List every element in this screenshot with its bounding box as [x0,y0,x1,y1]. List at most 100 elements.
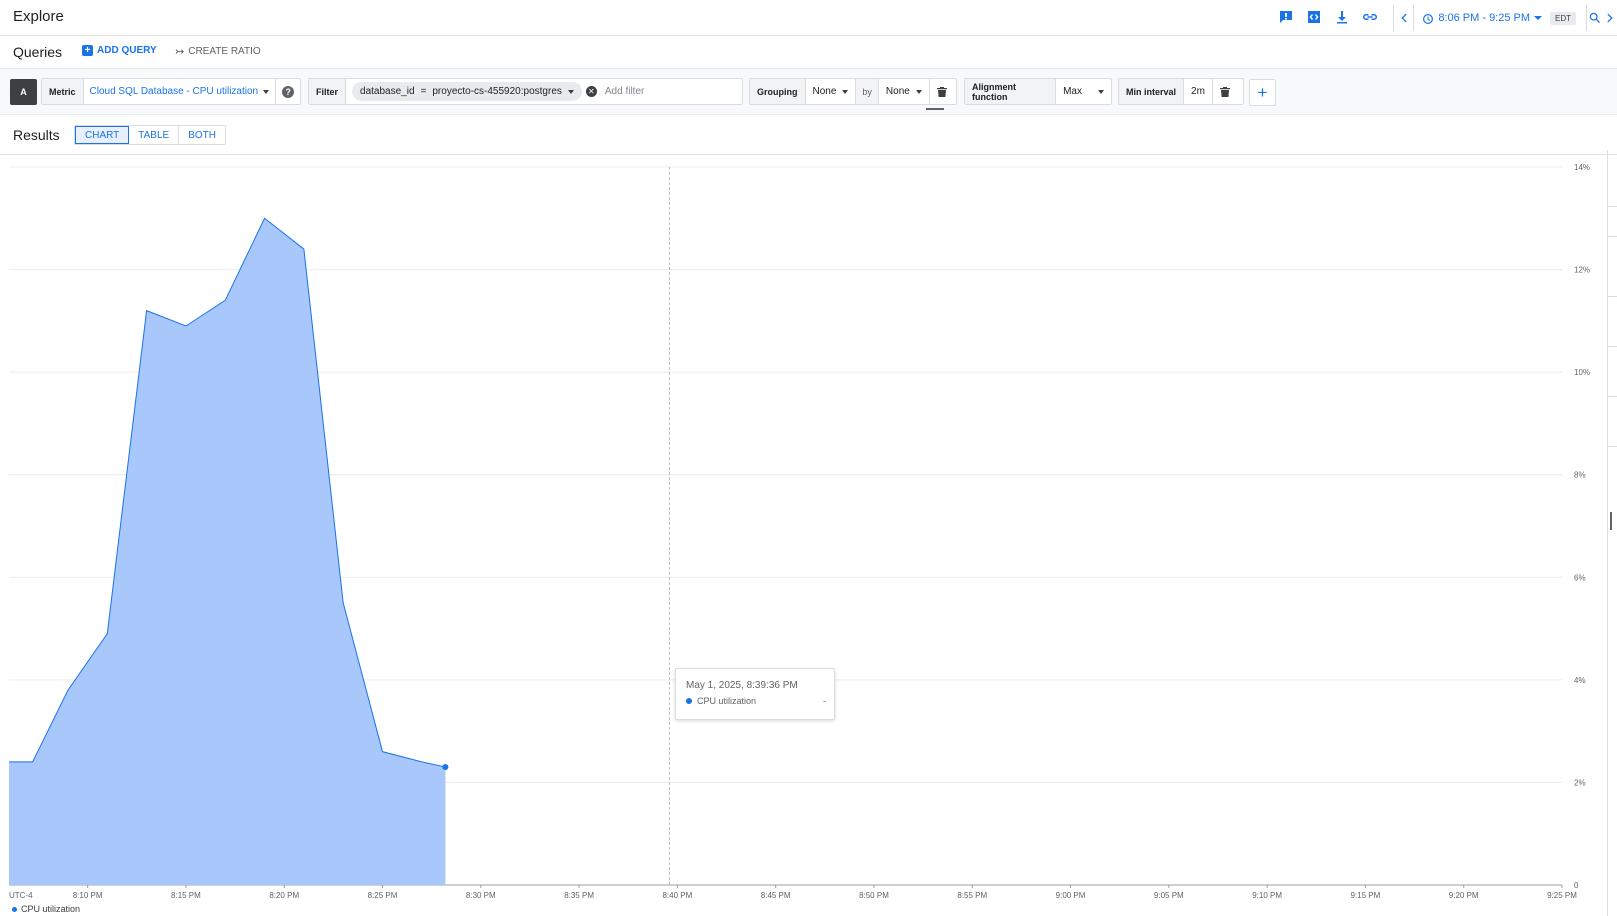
chevron-right-icon [1607,13,1613,23]
chevron-down-icon[interactable] [1534,16,1543,20]
tooltip-series-row: CPU utilization - [686,696,826,706]
chart-legend[interactable]: CPU utilization [12,904,80,914]
cpu-utilization-chart[interactable]: 0 2% 4% 6% 8% 10% 12% 14% UTC-4 8:10 PM 8:15 PM 8:2… [0,156,1617,916]
filter-operator: = [420,86,427,97]
timezone-badge[interactable]: EDT [1550,11,1577,25]
download-icon[interactable] [1332,7,1352,27]
queries-label: Queries [13,44,63,60]
resize-handle[interactable] [926,108,944,110]
page-title: Explore [13,8,64,25]
chevron-down-icon [915,89,922,94]
panel-tick [1608,296,1617,297]
alignment-dropdown[interactable]: Max [1056,79,1111,104]
view-both-button[interactable]: BOTH [188,129,216,141]
queries-bar: Queries + ADD QUERY ↣ CREATE RATIO [0,36,1617,68]
add-operation-button[interactable]: + [1249,79,1276,106]
create-ratio-button[interactable]: ↣ CREATE RATIO [175,45,261,58]
x-tick-label: 9:00 PM [1056,891,1086,900]
metric-help-button[interactable]: ? [275,78,300,105]
group-by-value: None [885,86,910,97]
view-toggle: CHART TABLE BOTH [74,125,226,145]
add-query-label: ADD QUERY [97,45,157,56]
x-tick-label: 8:30 PM [466,891,496,900]
results-label: Results [13,127,60,143]
clock-icon [1422,12,1434,24]
header-icons [1276,7,1380,27]
panel-tick [1608,446,1617,447]
min-interval-input[interactable]: 2m [1191,86,1205,97]
alignment-label: Alignment function [965,79,1057,104]
filter-box: Filter database_id = proyecto-cs-455920:… [308,78,743,105]
chart-tooltip: May 1, 2025, 8:39:36 PM CPU utilization … [675,668,835,720]
panel-tick [1608,346,1617,347]
merge-arrow-icon: ↣ [175,46,185,58]
add-query-button[interactable]: + ADD QUERY [82,45,157,56]
view-chart-button[interactable]: CHART [75,126,130,144]
metric-dropdown[interactable]: Cloud SQL Database - CPU utilization [84,86,276,97]
tooltip-time: May 1, 2025, 8:39:36 PM [686,680,798,691]
chevron-left-icon [1401,13,1407,23]
x-tick-label: 9:15 PM [1351,891,1381,900]
code-icon[interactable] [1304,7,1324,27]
grouping-value: None [812,86,837,97]
panel-tick [1608,396,1617,397]
trash-icon [1219,86,1230,97]
x-tick-label: 8:55 PM [957,891,987,900]
y-tick-label: 0 [1574,881,1579,890]
x-tick-label: 8:40 PM [662,891,692,900]
x-timezone-label: UTC-4 [9,891,33,900]
time-range-picker: 8:06 PM - 9:25 PM EDT [1393,5,1617,31]
tooltip-series-name: CPU utilization [697,696,757,706]
series-area [9,218,446,885]
feedback-icon[interactable] [1276,7,1296,27]
filter-chip[interactable]: database_id = proyecto-cs-455920:postgre… [352,82,582,101]
filter-value: proyecto-cs-455920:postgres [432,86,562,97]
previous-range-button[interactable] [1394,5,1415,31]
x-tick-label: 8:50 PM [859,891,889,900]
zoom-button[interactable] [1586,5,1603,31]
delete-grouping-button[interactable] [928,79,954,104]
add-box-icon: + [82,45,93,56]
query-row: A Metric Cloud SQL Database - CPU utiliz… [0,68,1617,115]
chart-area[interactable]: 0 2% 4% 6% 8% 10% 12% 14% UTC-4 8:10 PM 8:15 PM 8:2… [0,156,1617,916]
y-tick-label: 10% [1574,368,1590,377]
by-label: by [855,79,879,104]
chevron-down-icon [1098,89,1104,94]
x-tick-label: 8:15 PM [171,891,201,900]
y-tick-label: 4% [1574,676,1586,685]
legend-dot-icon [12,906,17,912]
grouping-dropdown[interactable]: None [806,79,856,104]
metric-selector: Metric Cloud SQL Database - CPU utilizat… [41,78,301,105]
time-range-label[interactable]: 8:06 PM - 9:25 PM [1438,12,1531,24]
top-header: Explore 8:06 PM - 9:25 PM EDT [0,0,1617,36]
y-tick-label: 6% [1574,573,1586,582]
alignment-value: Max [1063,86,1082,97]
right-panel-edge [1607,150,1617,916]
remove-filter-icon[interactable]: ✕ [585,86,597,97]
tooltip-series-value: - [823,696,826,706]
group-by-dropdown[interactable]: None [879,79,929,104]
y-tick-label: 8% [1574,471,1586,480]
panel-resize-handle[interactable] [1610,512,1612,530]
x-tick-label: 9:10 PM [1252,891,1282,900]
chevron-down-icon [567,89,574,94]
query-badge[interactable]: A [10,79,37,105]
chevron-down-icon [263,89,270,94]
next-range-button[interactable] [1603,5,1617,31]
link-icon[interactable] [1360,7,1380,27]
x-tick-label: 9:20 PM [1449,891,1479,900]
panel-tick [1608,206,1617,207]
min-interval-box: Min interval 2m [1118,78,1244,105]
x-tick-label: 8:20 PM [269,891,299,900]
help-icon: ? [282,85,295,98]
x-tick-label: 8:25 PM [368,891,398,900]
legend-label: CPU utilization [21,904,81,914]
view-table-button[interactable]: TABLE [129,126,180,144]
delete-query-button[interactable] [1211,79,1237,104]
filter-label: Filter [309,79,347,104]
create-ratio-label: CREATE RATIO [188,46,261,57]
alignment-box: Alignment function Max [964,78,1112,105]
y-tick-label: 12% [1574,266,1590,275]
y-tick-label: 14% [1574,163,1590,172]
add-filter-input[interactable]: Add filter [604,86,645,97]
